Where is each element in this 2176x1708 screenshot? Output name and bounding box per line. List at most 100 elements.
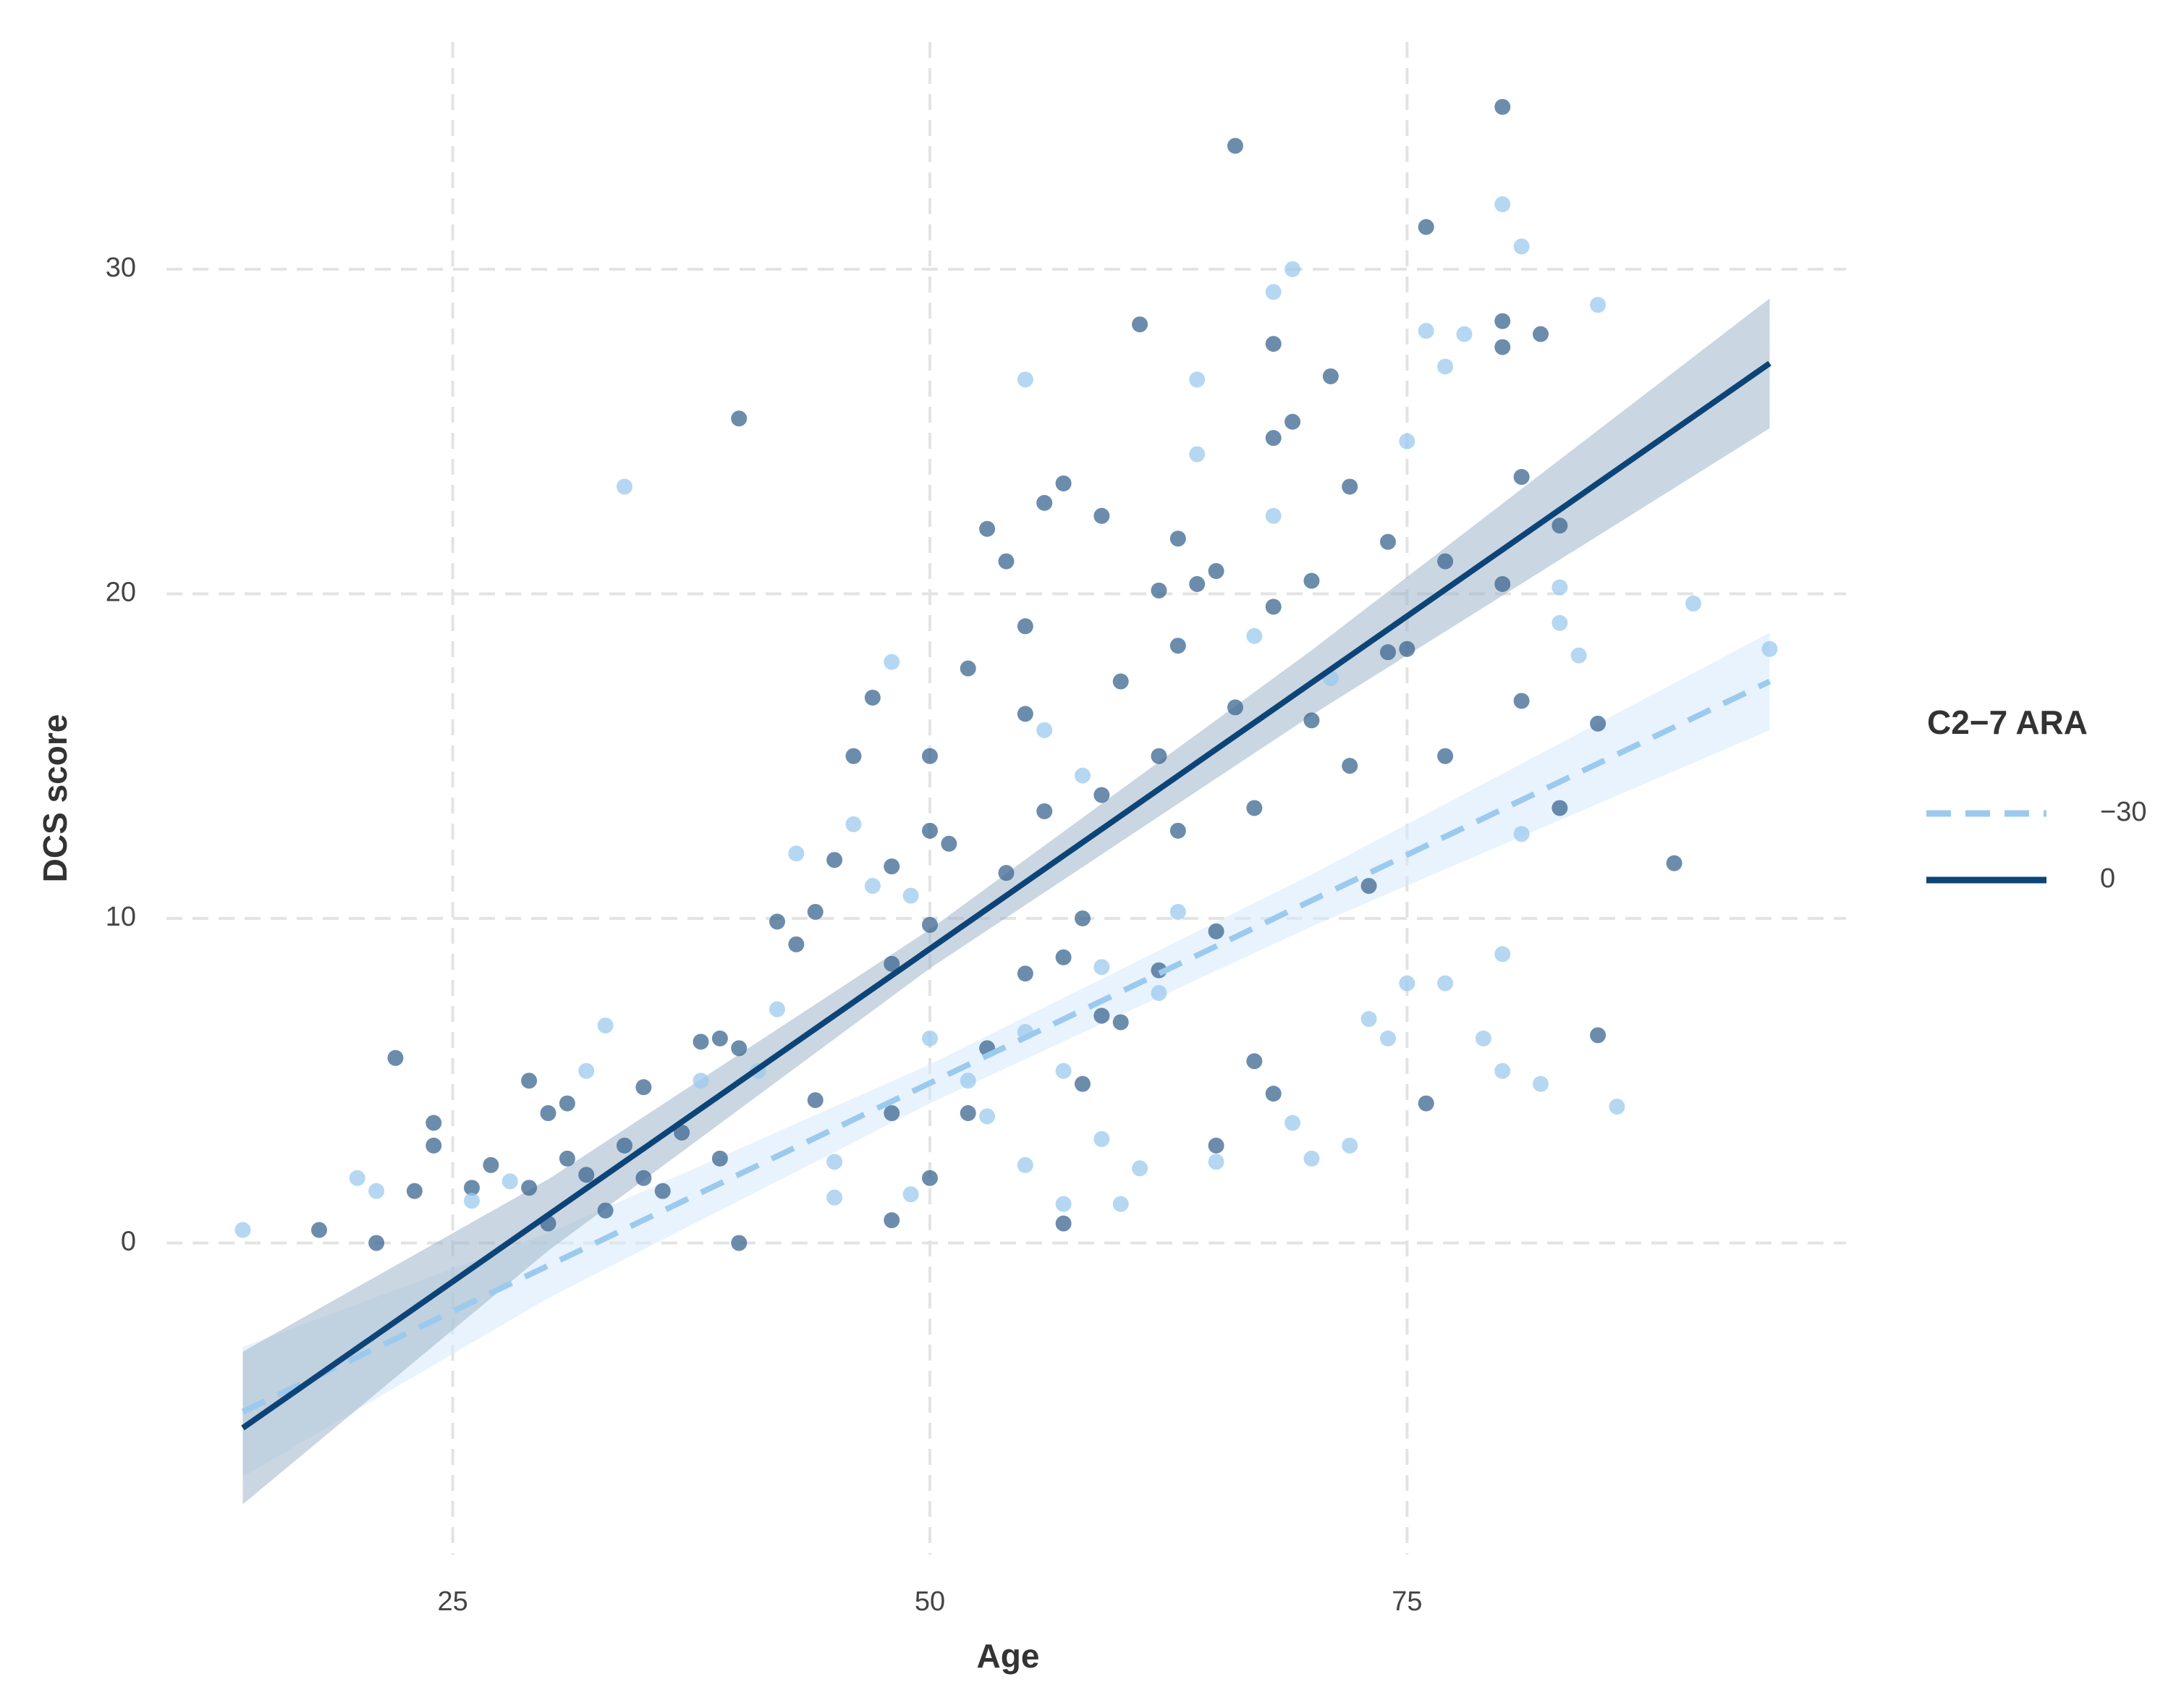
- data-point: [1132, 316, 1148, 333]
- y-tick-label: 0: [121, 1226, 136, 1256]
- data-point: [1590, 715, 1606, 732]
- data-point: [1494, 196, 1511, 213]
- data-point: [826, 1154, 843, 1170]
- x-tick-label: 25: [437, 1586, 467, 1617]
- data-point: [826, 1189, 843, 1206]
- data-point: [884, 1212, 900, 1229]
- data-point: [922, 1170, 938, 1186]
- data-point: [1112, 673, 1129, 690]
- data-point: [788, 845, 805, 862]
- data-point: [1017, 618, 1033, 635]
- data-point: [769, 1001, 785, 1018]
- confidence-band: [242, 633, 1770, 1477]
- data-point: [635, 1170, 652, 1186]
- data-point: [1590, 297, 1606, 313]
- data-point: [788, 936, 805, 952]
- data-point: [578, 1062, 595, 1079]
- data-point: [426, 1115, 442, 1131]
- data-point: [1761, 640, 1778, 657]
- data-point: [1017, 1157, 1033, 1173]
- data-point: [1551, 517, 1568, 534]
- data-point: [769, 913, 785, 930]
- data-point: [1169, 530, 1186, 547]
- data-point: [426, 1137, 442, 1154]
- data-point: [1246, 1053, 1263, 1070]
- data-point: [597, 1017, 614, 1033]
- data-point: [464, 1180, 480, 1196]
- data-point: [1342, 1137, 1358, 1154]
- data-point: [1208, 563, 1224, 580]
- data-point: [1208, 1154, 1224, 1170]
- data-point: [884, 955, 900, 972]
- data-point: [1303, 572, 1320, 589]
- data-point: [1151, 748, 1167, 764]
- data-point: [845, 816, 862, 832]
- data-point: [864, 878, 881, 895]
- data-point: [922, 916, 938, 933]
- data-point: [884, 858, 900, 875]
- fit-line: [241, 678, 1771, 1415]
- data-point: [654, 1183, 671, 1199]
- data-point: [711, 1030, 728, 1047]
- data-point: [731, 410, 748, 427]
- data-point: [960, 1073, 976, 1089]
- data-point: [864, 689, 881, 706]
- data-point: [483, 1157, 499, 1173]
- data-point: [1609, 1099, 1625, 1115]
- data-point: [960, 1105, 976, 1122]
- data-point: [1284, 413, 1301, 430]
- data-point: [845, 748, 862, 764]
- data-point: [1151, 582, 1167, 599]
- data-point: [1685, 595, 1701, 612]
- data-point: [1533, 326, 1549, 342]
- data-point: [731, 1235, 748, 1251]
- data-point: [349, 1170, 365, 1186]
- data-point: [1437, 975, 1454, 992]
- data-point: [902, 887, 919, 904]
- data-point: [501, 1173, 518, 1190]
- data-point: [578, 1167, 595, 1183]
- data-point: [1151, 985, 1167, 1002]
- data-point: [1399, 433, 1415, 449]
- data-point: [1055, 1062, 1072, 1079]
- y-tick-label: 10: [106, 902, 136, 932]
- data-point: [1093, 1007, 1110, 1024]
- data-point: [731, 1040, 748, 1057]
- data-point: [387, 1049, 404, 1066]
- data-point: [1533, 1075, 1549, 1092]
- data-point: [922, 748, 938, 764]
- data-point: [1208, 1137, 1224, 1154]
- data-point: [617, 1137, 632, 1154]
- data-point: [1322, 368, 1339, 384]
- data-point: [1303, 1150, 1320, 1167]
- data-point: [1380, 644, 1396, 661]
- data-point: [1112, 1014, 1129, 1031]
- data-point: [1360, 878, 1377, 895]
- x-tick-label: 50: [915, 1586, 945, 1617]
- data-point: [1093, 1130, 1110, 1147]
- data-point: [1551, 579, 1568, 596]
- data-point: [941, 835, 957, 852]
- data-point: [1380, 1030, 1396, 1047]
- data-point: [1342, 478, 1358, 495]
- legend-label: −30: [2100, 797, 2146, 827]
- data-point: [1399, 975, 1415, 992]
- data-point: [635, 1079, 652, 1096]
- data-point: [1284, 261, 1301, 277]
- data-point: [1189, 371, 1206, 388]
- data-point: [1494, 946, 1511, 963]
- data-point: [368, 1235, 385, 1251]
- data-point: [1075, 910, 1091, 926]
- x-axis-title: Age: [977, 1637, 1040, 1675]
- data-point: [559, 1095, 575, 1112]
- plot-layer: [166, 42, 1846, 1555]
- x-tick-label: 75: [1392, 1586, 1422, 1617]
- data-point: [1265, 507, 1282, 524]
- data-point: [1399, 640, 1415, 657]
- data-point: [1418, 1095, 1434, 1112]
- data-point: [960, 660, 976, 677]
- data-point: [1246, 800, 1263, 816]
- data-point: [1494, 339, 1511, 355]
- data-point: [1265, 430, 1282, 447]
- data-point: [1570, 647, 1587, 664]
